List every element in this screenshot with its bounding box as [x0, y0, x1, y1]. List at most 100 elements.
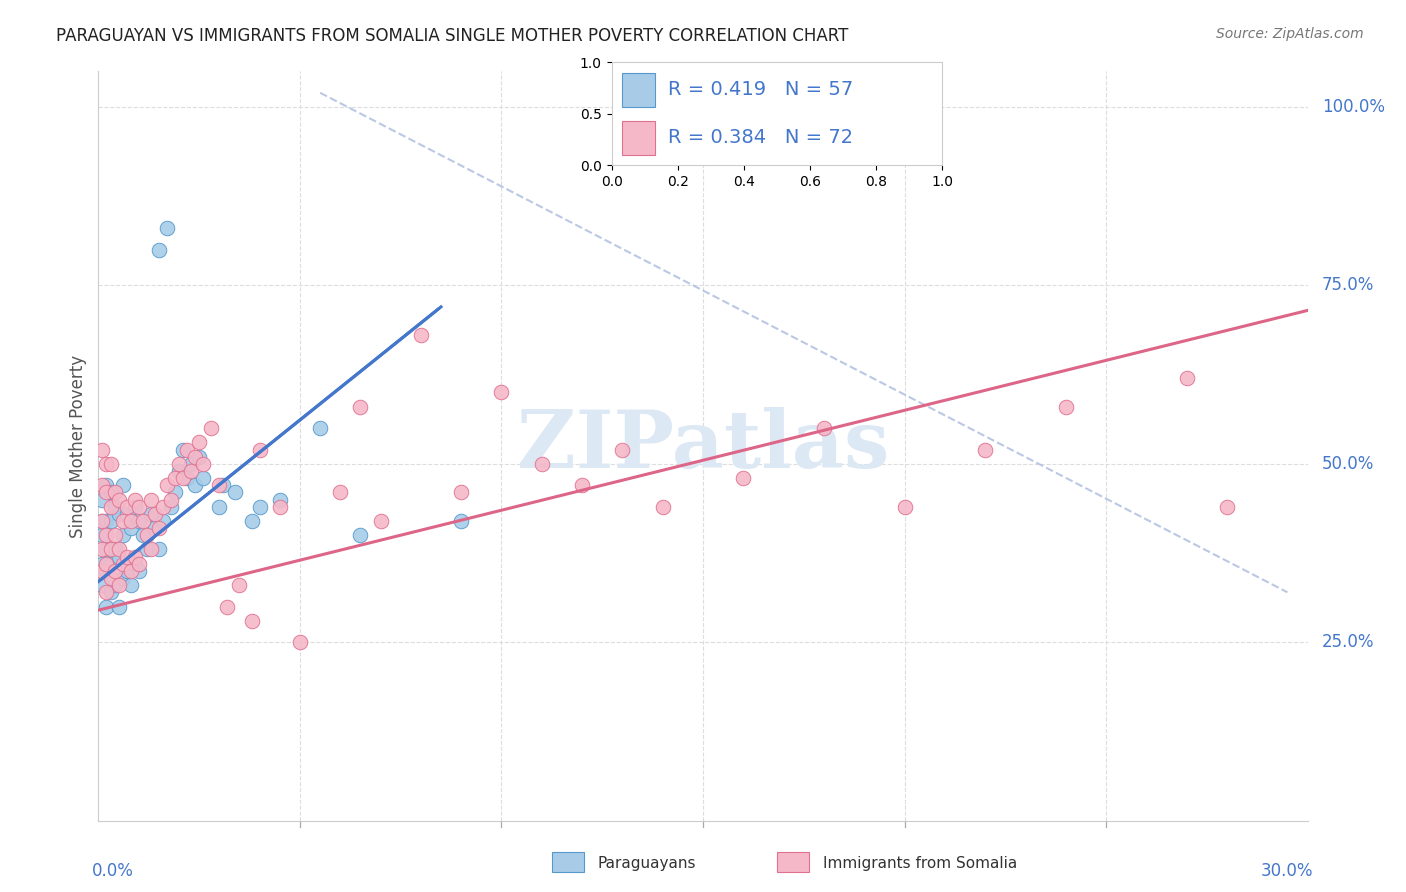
Point	[120, 578, 142, 592]
Point	[124, 549, 146, 564]
Point	[156, 478, 179, 492]
Point	[309, 421, 332, 435]
Point	[1054, 400, 1077, 414]
Point	[148, 542, 170, 557]
Bar	[778, 852, 808, 871]
Point	[733, 471, 755, 485]
Point	[103, 528, 125, 542]
Point	[96, 599, 118, 614]
Point	[212, 478, 235, 492]
Point	[115, 564, 138, 578]
Point	[128, 564, 150, 578]
Text: 50.0%: 50.0%	[1322, 455, 1375, 473]
Text: 100.0%: 100.0%	[1322, 98, 1385, 116]
Point	[530, 457, 553, 471]
Point	[152, 500, 174, 514]
Point	[128, 557, 150, 571]
Point	[208, 478, 231, 492]
Point	[409, 328, 432, 343]
Point	[184, 450, 207, 464]
Point	[329, 485, 352, 500]
Point	[240, 614, 263, 628]
Point	[132, 528, 155, 542]
Point	[124, 557, 146, 571]
Text: R = 0.419   N = 57: R = 0.419 N = 57	[668, 80, 853, 99]
Text: Source: ZipAtlas.com: Source: ZipAtlas.com	[1216, 27, 1364, 41]
Point	[103, 564, 125, 578]
Point	[91, 514, 114, 528]
Point	[103, 485, 125, 500]
Point	[163, 485, 186, 500]
Point	[139, 492, 162, 507]
Point	[152, 514, 174, 528]
Point	[180, 457, 202, 471]
Point	[100, 585, 122, 599]
Point	[143, 507, 166, 521]
Point	[100, 542, 122, 557]
Point	[974, 442, 997, 457]
Point	[208, 500, 231, 514]
Point	[370, 514, 392, 528]
Point	[96, 485, 118, 500]
Point	[120, 521, 142, 535]
Point	[651, 500, 673, 514]
Bar	[621, 73, 655, 106]
Point	[249, 500, 271, 514]
Text: PARAGUAYAN VS IMMIGRANTS FROM SOMALIA SINGLE MOTHER POVERTY CORRELATION CHART: PARAGUAYAN VS IMMIGRANTS FROM SOMALIA SI…	[56, 27, 849, 45]
Point	[96, 542, 118, 557]
Point	[96, 585, 118, 599]
Point	[91, 557, 114, 571]
Point	[269, 492, 291, 507]
Point	[128, 514, 150, 528]
Point	[160, 500, 183, 514]
Text: Paraguayans: Paraguayans	[598, 856, 696, 871]
Point	[103, 500, 125, 514]
Text: 75.0%: 75.0%	[1322, 277, 1375, 294]
Point	[115, 549, 138, 564]
Point	[111, 478, 134, 492]
Point	[100, 557, 122, 571]
Point	[107, 549, 129, 564]
Point	[160, 492, 183, 507]
Text: 30.0%: 30.0%	[1261, 862, 1313, 880]
Point	[228, 578, 250, 592]
Point	[91, 564, 114, 578]
Point	[100, 571, 122, 585]
Point	[111, 571, 134, 585]
Text: 0.0%: 0.0%	[93, 862, 134, 880]
Point	[96, 457, 118, 471]
Text: Immigrants from Somalia: Immigrants from Somalia	[823, 856, 1017, 871]
Point	[813, 421, 835, 435]
Point	[120, 564, 142, 578]
Point	[163, 471, 186, 485]
Point	[135, 542, 157, 557]
Point	[143, 521, 166, 535]
Point	[100, 514, 122, 528]
Point	[91, 578, 114, 592]
Point	[172, 471, 194, 485]
Point	[111, 557, 134, 571]
Point	[1216, 500, 1239, 514]
Point	[103, 542, 125, 557]
Point	[893, 500, 915, 514]
Point	[148, 521, 170, 535]
Point	[107, 492, 129, 507]
Point	[96, 564, 118, 578]
Point	[111, 514, 134, 528]
Point	[1175, 371, 1198, 385]
Point	[115, 500, 138, 514]
Point	[249, 442, 271, 457]
Point	[193, 457, 215, 471]
Point	[100, 500, 122, 514]
Bar	[553, 852, 583, 871]
Point	[288, 635, 311, 649]
Point	[124, 500, 146, 514]
Text: ZIPatlas: ZIPatlas	[517, 407, 889, 485]
Point	[120, 514, 142, 528]
Point	[450, 485, 472, 500]
Point	[91, 442, 114, 457]
Point	[188, 435, 211, 450]
Point	[156, 221, 179, 235]
Point	[148, 243, 170, 257]
Point	[96, 478, 118, 492]
